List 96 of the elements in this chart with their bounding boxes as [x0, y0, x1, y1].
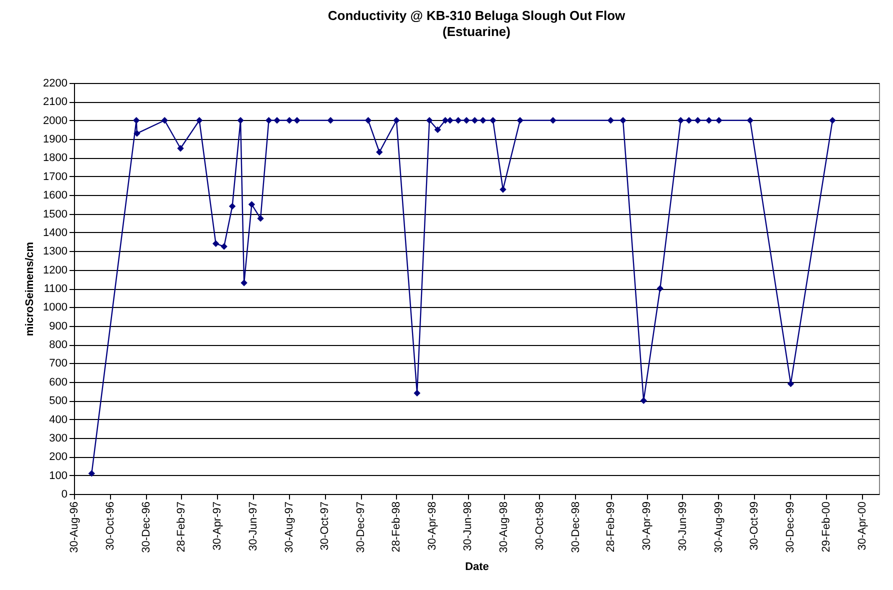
point	[620, 117, 626, 124]
point	[656, 285, 664, 292]
point	[694, 117, 702, 124]
x-tick-label: 30-Apr-00	[856, 502, 868, 550]
x-tick-label: 30-Oct-97	[319, 502, 332, 550]
x-tick-label: 30-Jun-97	[247, 502, 260, 552]
point	[471, 117, 478, 124]
point	[228, 202, 236, 210]
point	[294, 117, 300, 124]
x-tick-label: 30-Jun-99	[676, 502, 689, 552]
point	[393, 117, 400, 124]
x-tick-label: 30-Oct-96	[104, 502, 116, 550]
point	[134, 130, 140, 137]
point	[640, 397, 647, 404]
point	[442, 117, 449, 124]
point	[212, 240, 220, 248]
x-axis-title: Date	[465, 560, 489, 573]
point	[677, 117, 684, 124]
y-tick-label: 300	[49, 432, 68, 444]
x-tick-label: 30-Apr-97	[211, 502, 224, 550]
y-tick-label: 2100	[43, 96, 68, 108]
point	[706, 117, 712, 124]
x-tick-label: 30-Dec-97	[355, 502, 368, 553]
point	[240, 280, 248, 286]
y-tick-label: 1800	[43, 152, 68, 164]
point	[265, 117, 272, 124]
x-tick-label: 30-Aug-96	[68, 502, 80, 553]
point	[237, 117, 244, 124]
x-tick-label: 30-Aug-98	[498, 502, 510, 553]
y-tick-label: 100	[49, 470, 68, 482]
point	[463, 117, 470, 124]
point	[133, 117, 140, 124]
point	[196, 117, 203, 124]
y-tick-label: 1200	[43, 264, 68, 276]
x-tick-label: 30-Jun-98	[462, 502, 474, 552]
point	[376, 148, 383, 156]
y-tick-label: 1100	[44, 283, 68, 295]
point	[414, 390, 420, 396]
point	[88, 470, 96, 477]
y-tick-label: 1000	[43, 302, 68, 314]
point	[220, 243, 228, 250]
point	[716, 117, 722, 124]
point	[454, 117, 462, 124]
x-tick-label: 30-Dec-99	[784, 502, 797, 553]
x-tick-label: 30-Oct-98	[534, 502, 546, 550]
y-tick-label: 1700	[43, 170, 68, 183]
x-tick-label: 30-Apr-98	[426, 502, 438, 550]
y-tick-label: 2200	[43, 78, 68, 90]
point	[257, 215, 264, 222]
y-tick-label: 1600	[43, 190, 68, 202]
point	[364, 117, 372, 124]
point	[327, 117, 334, 124]
point	[248, 201, 256, 208]
x-tick-label: 29-Feb-00	[820, 502, 833, 552]
point	[161, 117, 168, 124]
point	[516, 117, 524, 124]
point	[490, 117, 496, 124]
point	[550, 117, 556, 124]
point	[446, 117, 454, 124]
point	[787, 380, 794, 388]
chart-title: Conductivity @ KB-310 Beluga Slough Out Flow	[328, 8, 626, 23]
y-tick-label: 200	[49, 451, 68, 464]
point	[177, 145, 184, 152]
point	[286, 117, 293, 124]
y-tick-label: 600	[49, 376, 68, 388]
y-tick-label: 800	[49, 339, 68, 352]
point	[434, 126, 442, 134]
point	[829, 117, 836, 124]
y-tick-label: 1900	[43, 134, 68, 146]
y-axis-title: microSeimens/cm	[24, 242, 36, 336]
y-tick-label: 1400	[43, 226, 68, 239]
x-tick-label: 30-Dec-98	[570, 502, 582, 553]
y-tick-label: 700	[49, 358, 68, 370]
point	[500, 186, 506, 193]
x-tick-label: 28-Feb-99	[605, 502, 618, 552]
y-tick-label: 0	[61, 488, 68, 500]
y-tick-label: 900	[49, 320, 68, 332]
x-tick-label: 28-Feb-97	[176, 502, 188, 552]
point	[746, 117, 754, 124]
chart-subtitle: (Estuarine)	[442, 24, 510, 39]
point	[274, 117, 280, 124]
x-tick-label: 28-Feb-98	[390, 502, 402, 552]
point	[607, 117, 614, 124]
x-tick-label: 30-Dec-96	[140, 502, 152, 553]
point	[686, 117, 692, 124]
y-tick-label: 1300	[43, 246, 68, 258]
y-tick-label: 400	[49, 414, 68, 426]
x-tick-label: 30-Apr-99	[641, 502, 654, 550]
x-tick-label: 30-Oct-99	[748, 502, 761, 550]
y-tick-label: 1500	[43, 208, 68, 220]
y-tick-label: 2000	[43, 114, 68, 127]
x-tick-label: 30-Aug-97	[283, 502, 296, 553]
point	[426, 117, 433, 124]
x-tick-label: 30-Aug-99	[712, 502, 725, 553]
y-tick-label: 500	[49, 395, 68, 408]
point	[480, 117, 486, 124]
